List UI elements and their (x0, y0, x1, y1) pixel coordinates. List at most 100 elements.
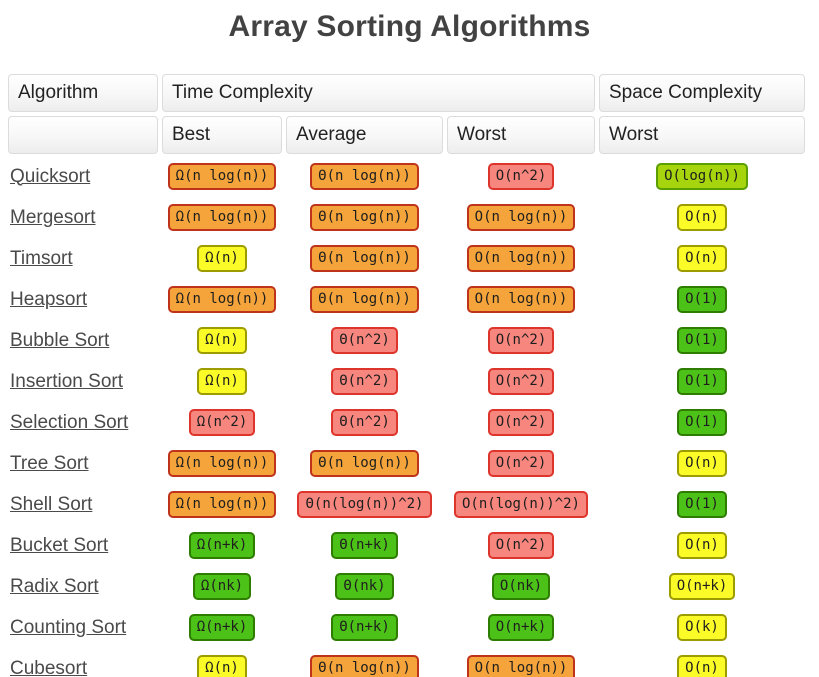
average-cell: Θ(nk) (286, 568, 443, 605)
complexity-badge: Ω(n log(n)) (167, 450, 277, 477)
complexity-badge: Ω(n log(n)) (167, 491, 277, 518)
complexity-badge: Ω(n) (197, 327, 247, 354)
table-row: Bucket Sort Ω(n+k) Θ(n+k) O(n^2) O(n) (8, 527, 805, 564)
header-time-complexity: Time Complexity (162, 74, 595, 112)
table-row: Timsort Ω(n) Θ(n log(n)) O(n log(n)) O(n) (8, 240, 805, 277)
complexity-badge: Θ(n^2) (331, 368, 398, 395)
algorithm-link[interactable]: Insertion Sort (10, 370, 123, 392)
algorithm-link[interactable]: Bucket Sort (10, 534, 109, 556)
complexity-badge: O(n^2) (487, 409, 555, 436)
algorithm-link[interactable]: Mergesort (10, 206, 96, 228)
complexity-badge: O(1) (677, 368, 727, 395)
best-cell: Ω(nk) (162, 568, 282, 605)
complexity-badge: O(n) (677, 450, 727, 477)
complexity-badge: O(n+k) (487, 614, 555, 641)
algorithm-link[interactable]: Cubesort (10, 657, 88, 677)
complexity-badge: O(1) (677, 409, 727, 436)
worst-cell: O(n^2) (447, 404, 595, 441)
algorithm-link[interactable]: Bubble Sort (10, 329, 110, 351)
worst-cell: O(n log(n)) (447, 240, 595, 277)
best-cell: Ω(n log(n)) (162, 445, 282, 482)
space-cell: O(log(n)) (599, 158, 805, 195)
table-row: Cubesort Ω(n) Θ(n log(n)) O(n log(n)) O(n) (8, 650, 805, 677)
table-row: Bubble Sort Ω(n) Θ(n^2) O(n^2) O(1) (8, 322, 805, 359)
complexity-badge: O(1) (677, 286, 727, 313)
complexity-badge: O(n log(n)) (466, 245, 576, 272)
table-row: Heapsort Ω(n log(n)) Θ(n log(n)) O(n log(n)… (8, 281, 805, 318)
algorithm-link[interactable]: Quicksort (10, 165, 91, 187)
algorithm-link[interactable]: Counting Sort (10, 616, 127, 638)
algorithm-link[interactable]: Selection Sort (10, 411, 129, 433)
algorithm-link[interactable]: Timsort (10, 247, 73, 269)
algorithm-cell: Shell Sort (8, 486, 158, 523)
best-cell: Ω(n+k) (162, 609, 282, 646)
worst-cell: O(n log(n)) (447, 650, 595, 677)
complexity-badge: Ω(n log(n)) (167, 163, 277, 190)
average-cell: Θ(n^2) (286, 404, 443, 441)
complexity-badge: O(n^2) (487, 532, 555, 559)
worst-cell: O(n+k) (447, 609, 595, 646)
space-cell: O(k) (599, 609, 805, 646)
algorithm-cell: Mergesort (8, 199, 158, 236)
average-cell: Θ(n log(n)) (286, 445, 443, 482)
best-cell: Ω(n log(n)) (162, 199, 282, 236)
complexity-badge: Ω(nk) (192, 573, 252, 600)
complexity-badge: O(n^2) (487, 450, 555, 477)
header-average: Average (286, 116, 443, 154)
worst-cell: O(n^2) (447, 363, 595, 400)
space-cell: O(n) (599, 240, 805, 277)
complexity-badge: O(n(log(n))^2) (453, 491, 588, 518)
algorithm-cell: Tree Sort (8, 445, 158, 482)
complexity-badge: O(n) (677, 532, 727, 559)
best-cell: Ω(n) (162, 240, 282, 277)
complexity-badge: O(n log(n)) (466, 655, 576, 677)
best-cell: Ω(n^2) (162, 404, 282, 441)
header-row-cases: Best Average Worst Worst (8, 116, 805, 154)
table-row: Insertion Sort Ω(n) Θ(n^2) O(n^2) O(1) (8, 363, 805, 400)
algorithm-link[interactable]: Tree Sort (10, 452, 89, 474)
header-best: Best (162, 116, 282, 154)
algorithm-cell: Counting Sort (8, 609, 158, 646)
space-cell: O(1) (599, 322, 805, 359)
average-cell: Θ(n+k) (286, 609, 443, 646)
complexity-badge: O(n) (677, 245, 727, 272)
average-cell: Θ(n log(n)) (286, 650, 443, 677)
complexity-badge: O(n log(n)) (466, 204, 576, 231)
complexity-badge: Θ(n log(n)) (310, 204, 419, 231)
algorithm-link[interactable]: Radix Sort (10, 575, 99, 597)
average-cell: Θ(n log(n)) (286, 281, 443, 318)
header-worst: Worst (447, 116, 595, 154)
complexity-badge: O(1) (677, 491, 727, 518)
complexity-badge: Θ(n log(n)) (310, 163, 419, 190)
table-row: Quicksort Ω(n log(n)) Θ(n log(n)) O(n^2) O(l… (8, 158, 805, 195)
complexity-badge: O(n^2) (487, 327, 555, 354)
complexity-badge: O(n) (677, 204, 727, 231)
table-row: Mergesort Ω(n log(n)) Θ(n log(n)) O(n log(n… (8, 199, 805, 236)
best-cell: Ω(n+k) (162, 527, 282, 564)
algorithm-link[interactable]: Shell Sort (10, 493, 93, 515)
complexity-badge: Θ(n log(n)) (310, 450, 419, 477)
algorithm-cell: Insertion Sort (8, 363, 158, 400)
best-cell: Ω(n log(n)) (162, 486, 282, 523)
space-cell: O(n) (599, 527, 805, 564)
complexity-badge: O(n+k) (668, 573, 736, 600)
algorithm-link[interactable]: Heapsort (10, 288, 88, 310)
best-cell: Ω(n log(n)) (162, 158, 282, 195)
space-cell: O(1) (599, 363, 805, 400)
complexity-badge: O(log(n)) (656, 163, 748, 190)
complexity-badge: Θ(n log(n)) (310, 655, 419, 677)
space-cell: O(1) (599, 281, 805, 318)
worst-cell: O(n(log(n))^2) (447, 486, 595, 523)
complexity-badge: Ω(n+k) (188, 614, 256, 641)
average-cell: Θ(n log(n)) (286, 158, 443, 195)
worst-cell: O(n^2) (447, 322, 595, 359)
average-cell: Θ(n log(n)) (286, 199, 443, 236)
complexity-badge: Ω(n log(n)) (167, 286, 277, 313)
table-body: Quicksort Ω(n log(n)) Θ(n log(n)) O(n^2) O(l… (8, 158, 805, 677)
worst-cell: O(n log(n)) (447, 199, 595, 236)
best-cell: Ω(n) (162, 322, 282, 359)
worst-cell: O(n^2) (447, 527, 595, 564)
worst-cell: O(n^2) (447, 158, 595, 195)
complexity-badge: Θ(n log(n)) (310, 286, 419, 313)
